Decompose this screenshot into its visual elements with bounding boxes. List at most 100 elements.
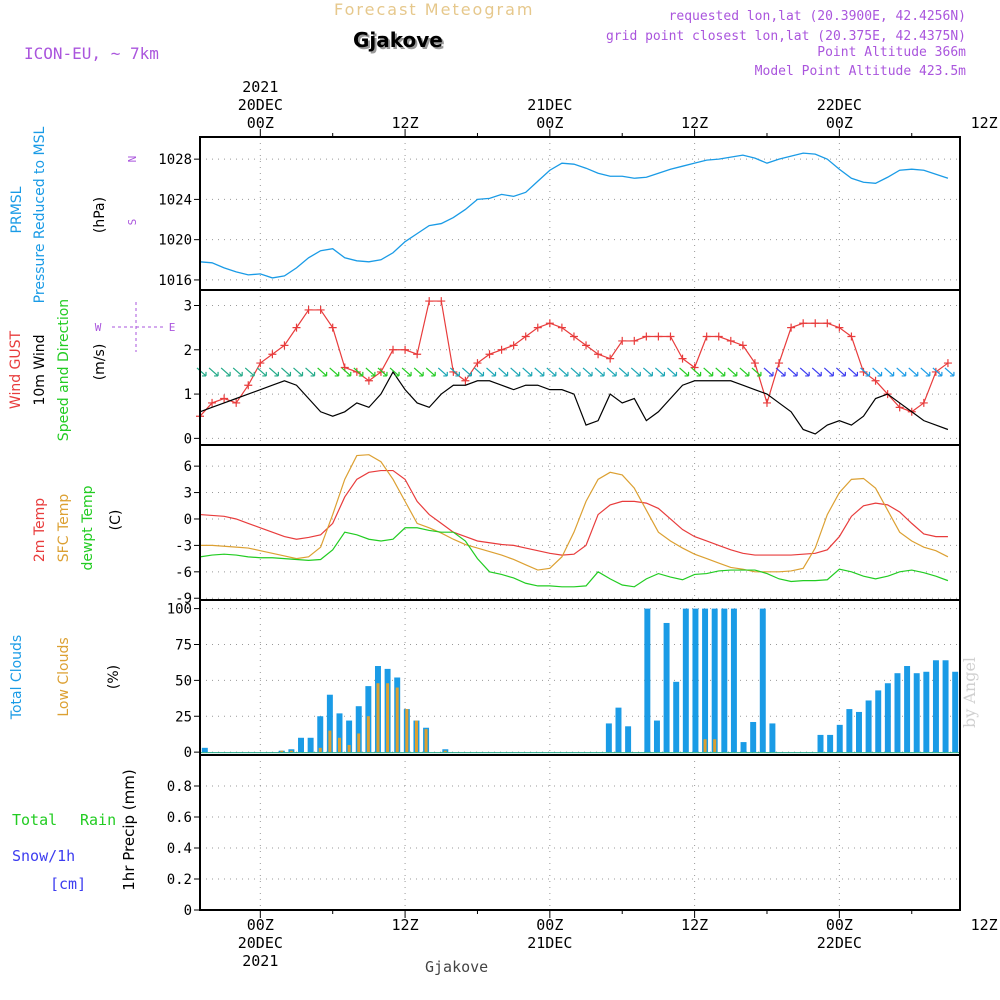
- wind-gust-marker: [437, 297, 446, 306]
- wind-gust-marker: [521, 332, 530, 341]
- wind-gust-marker: [919, 398, 928, 407]
- wind-direction-arrow: [498, 367, 509, 377]
- low-cloud-bar: [280, 750, 284, 753]
- wind-direction-arrow: [570, 367, 581, 377]
- wind-gust-marker: [859, 367, 868, 376]
- total-cloud-bar: [884, 683, 891, 753]
- wind-speed-line: [199, 370, 949, 435]
- y-tick-label: 0: [184, 903, 192, 919]
- wind-direction-arrow: [558, 367, 569, 377]
- wind-direction-arrow: [618, 367, 629, 377]
- wind-direction-arrow: [244, 367, 255, 377]
- total-cloud-bar: [355, 706, 362, 753]
- wind-gust-marker: [847, 332, 856, 341]
- y-tick-label: -6: [175, 565, 192, 581]
- wind-direction-arrow: [317, 367, 328, 377]
- wind-direction-arrow: [642, 367, 653, 377]
- wind-direction-arrow: [823, 367, 834, 377]
- wind-direction-arrow: [811, 367, 822, 377]
- wind-gust-marker: [895, 403, 904, 412]
- wind-gust-marker: [220, 394, 229, 403]
- wind-gust-marker: [799, 319, 808, 328]
- total-cloud-bar: [913, 673, 920, 753]
- time-label-bottom: 00Z: [536, 916, 563, 934]
- total-cloud-bar: [856, 711, 862, 753]
- y-tick-label: 1020: [158, 233, 192, 249]
- total-cloud-bar: [836, 724, 843, 753]
- y-tick-label: 100: [167, 602, 192, 618]
- wind-gust-marker: [533, 323, 542, 332]
- wind-direction-arrow: [908, 367, 919, 377]
- wind-gust-marker: [787, 323, 796, 332]
- wind-direction-arrow: [474, 367, 485, 377]
- wind-gust-marker: [497, 345, 506, 354]
- y-tick-label: 2: [184, 343, 192, 359]
- time-label-bottom: 21DEC: [527, 934, 572, 952]
- y-tick-label: -3: [175, 538, 192, 554]
- panel-frame-precip: [199, 754, 961, 911]
- time-label-top: 21DEC: [527, 96, 572, 114]
- total-cloud-bar: [346, 720, 353, 753]
- low-cloud-bar: [366, 716, 370, 753]
- total-cloud-bar: [769, 723, 776, 753]
- wind-direction-arrow: [281, 367, 292, 377]
- wind-gust-marker: [425, 297, 434, 306]
- total-cloud-bar: [653, 720, 660, 753]
- wind-gust-marker: [678, 354, 687, 363]
- wind-gust-marker: [413, 350, 422, 359]
- low-cloud-bar: [424, 729, 428, 753]
- total-cloud-bar: [817, 734, 824, 753]
- wind-direction-arrow: [232, 367, 243, 377]
- y-tick-label: 0.2: [167, 872, 192, 888]
- low-cloud-bar: [703, 739, 707, 753]
- wind-gust-marker: [762, 398, 771, 407]
- prmsl-line: [199, 152, 949, 279]
- total-cloud-bar: [692, 608, 699, 753]
- total-cloud-bar: [865, 700, 872, 753]
- total-cloud-bar: [307, 737, 314, 753]
- total-cloud-bar: [750, 721, 757, 753]
- wind-direction-arrow: [751, 367, 762, 377]
- wind-direction-arrow: [679, 367, 690, 377]
- low-cloud-bar: [376, 683, 380, 753]
- time-label-bottom: 00Z: [247, 916, 274, 934]
- total-cloud-bar: [827, 734, 834, 753]
- compass-east: E: [169, 321, 176, 334]
- time-label-bottom: 12Z: [681, 916, 708, 934]
- y-tick-label: 75: [175, 637, 192, 653]
- time-label-bottom: 12Z: [971, 916, 998, 934]
- wind-direction-arrow: [256, 367, 267, 377]
- low-cloud-bar: [395, 687, 399, 753]
- wind-direction-arrow: [667, 367, 678, 377]
- wind-direction-arrow: [377, 367, 388, 377]
- wind-direction-arrow: [884, 367, 895, 377]
- wind-direction-arrow: [425, 367, 436, 377]
- wind-direction-arrow: [763, 367, 774, 377]
- time-label-top: 12Z: [681, 114, 708, 132]
- total-cloud-bar: [875, 690, 882, 753]
- total-cloud-bar: [317, 716, 324, 753]
- total-cloud-bar: [904, 666, 911, 753]
- total-cloud-bar: [932, 660, 939, 753]
- time-label-bottom: 12Z: [392, 916, 419, 934]
- y-tick-label: 1028: [158, 152, 192, 168]
- y-tick-label: 1016: [158, 273, 192, 289]
- time-label-top: 00Z: [536, 114, 563, 132]
- clouds-unit-label: (%): [106, 665, 122, 689]
- compass-north: N: [126, 156, 139, 163]
- time-label-top: 22DEC: [817, 96, 862, 114]
- wind-gust-marker: [606, 354, 615, 363]
- wind-direction-arrow: [293, 367, 304, 377]
- prmsl-desc-label: Pressure Reduced to MSL: [32, 126, 48, 303]
- model-altitude: Model Point Altitude 423.5m: [754, 64, 966, 79]
- wind-direction-arrow: [353, 367, 364, 377]
- wind-direction-arrow: [196, 367, 207, 377]
- wind-direction-arrow: [727, 367, 738, 377]
- total-clouds-label: Total Clouds: [9, 635, 25, 720]
- wind-direction-arrow: [329, 367, 340, 377]
- low-cloud-bar: [713, 739, 717, 753]
- total-cloud-bar: [740, 742, 747, 753]
- wind-gust-marker: [594, 350, 603, 359]
- wind-direction-arrow: [449, 367, 460, 377]
